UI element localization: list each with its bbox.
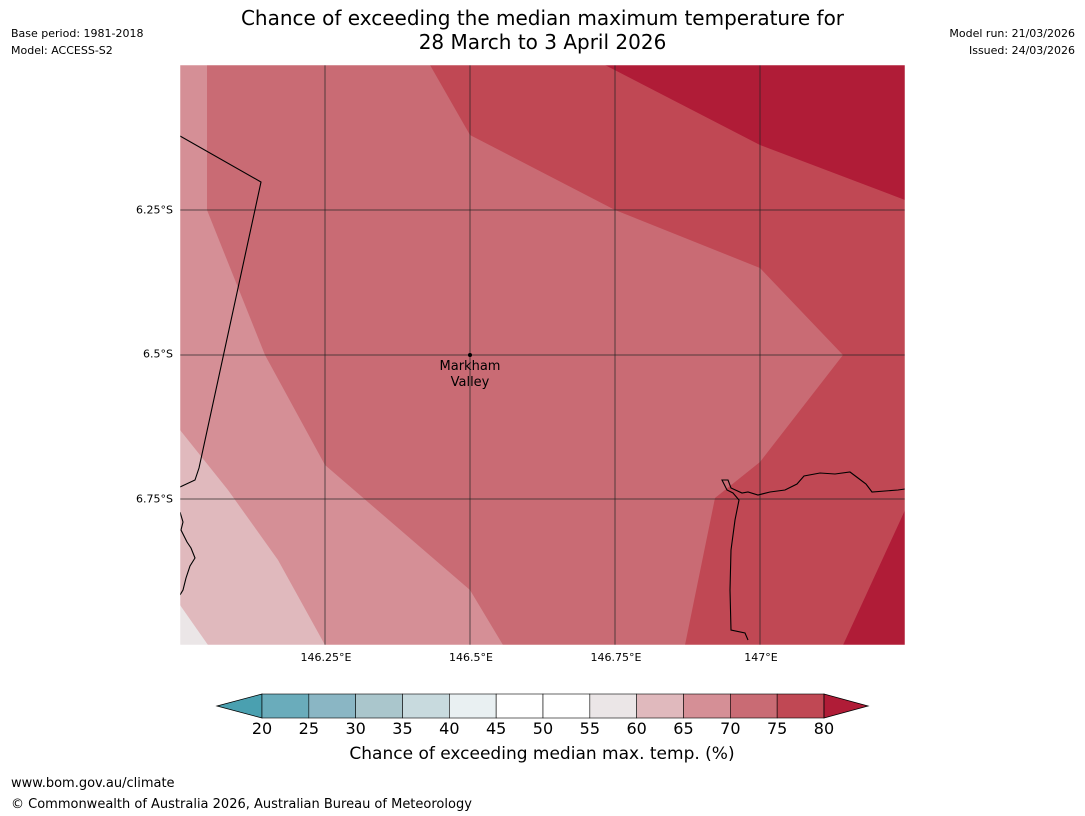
colorbar-segment <box>355 693 403 719</box>
zone-50-55 <box>180 605 208 645</box>
lat-label-6-75s: 6.75°S <box>136 492 173 506</box>
zone-55-60 <box>180 430 325 645</box>
zone-60-65 <box>180 65 503 645</box>
colorbar-segment <box>636 693 684 719</box>
colorbar-segment <box>776 693 825 719</box>
issued-text: Issued: 24/03/2026 <box>968 44 1075 57</box>
footer-url: www.bom.gov.au/climate <box>11 776 175 791</box>
colorbar-segment <box>308 693 356 719</box>
zone-75-80-north-east <box>605 65 905 200</box>
boundaries <box>180 135 905 641</box>
province-boundary <box>180 135 262 488</box>
colorbar-tick-label: 20 <box>251 719 273 738</box>
lon-label-146-5e: 146.5°E <box>449 651 493 664</box>
colorbar-tick-label: 55 <box>579 719 601 738</box>
colorbar-tick-label: 80 <box>813 719 835 738</box>
place-name-line-1: Markham <box>439 359 501 374</box>
base-period-text: Base period: 1981-2018 <box>11 27 144 40</box>
page-title: Chance of exceeding the median maximum t… <box>0 6 1085 54</box>
colorbar-tick-label: 40 <box>439 719 460 738</box>
colorbar-tick-label: 65 <box>673 719 694 738</box>
colorbar-tick-label: 50 <box>532 719 554 738</box>
colorbar-segment <box>261 693 310 719</box>
colorbar-tick-label: 75 <box>766 719 788 738</box>
colorbar-tick-label: 25 <box>298 719 320 738</box>
colorbar-tick-label: 30 <box>345 719 366 738</box>
footer: www.bom.gov.au/climate © Commonwealth of… <box>11 773 472 815</box>
model-text: Model: ACCESS-S2 <box>11 44 113 57</box>
model-run-text: Model run: 21/03/2026 <box>949 27 1075 40</box>
colorbar-extend-low <box>215 693 263 719</box>
map-frame <box>179 64 906 646</box>
lon-label-146-75e: 146.75°E <box>590 651 642 664</box>
place-label-markham-valley: Markham Valley <box>440 359 501 391</box>
zone-75-80-south-east <box>843 510 905 645</box>
colorbar-segment <box>495 693 544 719</box>
location-marker <box>468 353 472 357</box>
colorbar-segment <box>449 693 497 719</box>
metadata-right: Model run: 21/03/2026 Issued: 24/03/2026 <box>949 25 1075 59</box>
west-coastline <box>180 511 196 596</box>
colorbar-segment <box>730 693 778 719</box>
colorbar-tick-label: 45 <box>485 719 507 738</box>
colorbar-extend-high <box>823 693 870 719</box>
colorbar-tick-label: 35 <box>392 719 413 738</box>
colorbar-segment <box>542 693 591 719</box>
colorbar-tick-label: 60 <box>626 719 647 738</box>
footer-copyright: © Commonwealth of Australia 2026, Austra… <box>11 797 472 812</box>
lat-label-6-5s: 6.5°S <box>143 347 173 361</box>
place-name-line-2: Valley <box>450 375 490 390</box>
metadata-left: Base period: 1981-2018 Model: ACCESS-S2 <box>11 25 143 59</box>
colorbar-segment <box>402 693 450 719</box>
title-line-1: Chance of exceeding the median maximum t… <box>240 6 845 30</box>
colorbar-label: Chance of exceeding median max. temp. (%… <box>349 744 735 764</box>
east-coastline <box>721 471 905 641</box>
colorbar-segment <box>683 693 731 719</box>
colorbar-segment <box>589 693 637 719</box>
colorbar-tick-label: 70 <box>720 719 741 738</box>
lon-label-147e: 147°E <box>744 651 778 664</box>
lon-label-146-25e: 146.25°E <box>300 651 352 664</box>
title-line-2: 28 March to 3 April 2026 <box>418 30 667 54</box>
lat-label-6-25s: 6.25°S <box>136 203 173 217</box>
